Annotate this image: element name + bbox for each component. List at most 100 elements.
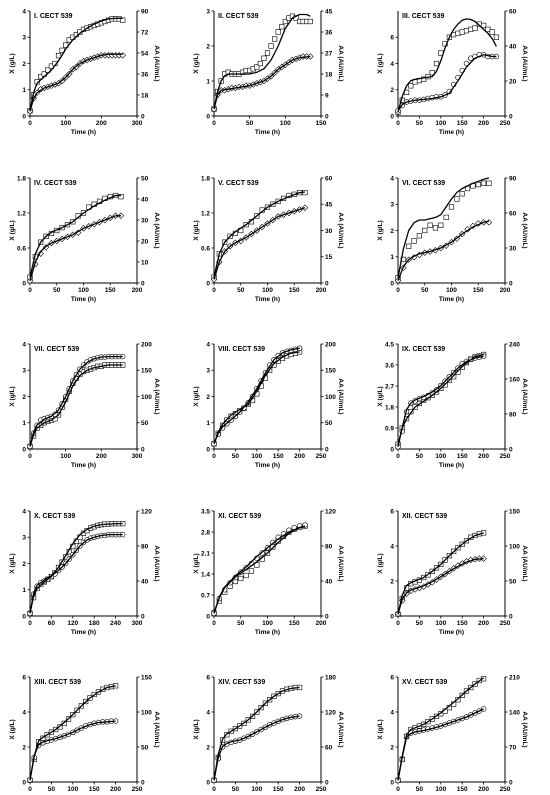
x-tick-label: 150 (457, 620, 468, 627)
model-fit-line (213, 715, 300, 781)
data-point-square (120, 17, 126, 23)
x-axis-label: Time (h) (439, 296, 464, 303)
y-tick-label-right: 50 (141, 175, 149, 182)
x-tick-label: 50 (246, 120, 254, 127)
x-tick-label: 50 (237, 620, 245, 627)
x-tick-label: 100 (435, 120, 446, 127)
data-point-square (443, 214, 449, 220)
y-tick-label-right: 180 (325, 674, 336, 681)
y-tick-label-right: 40 (509, 43, 517, 50)
y-tick-label-left: 6 (22, 674, 26, 681)
x-tick-label: 180 (89, 620, 100, 627)
model-fit-line (29, 364, 123, 447)
y-tick-label-right: 20 (141, 238, 149, 245)
y-tick-label-right: 100 (509, 543, 520, 550)
y-tick-label-right: 0 (141, 280, 145, 287)
y-tick-label-left: 2 (22, 394, 26, 401)
model-fit-line (213, 526, 305, 614)
y-axis-label-right: AA (AU/mL) (521, 45, 528, 81)
x-tick-label: 150 (89, 786, 100, 793)
y-tick-label-right: 0 (509, 613, 513, 620)
y-tick-label-right: 90 (509, 175, 517, 182)
data-point-square (264, 50, 271, 56)
y-tick-label-left: 2 (390, 87, 394, 94)
chart-title: VI. CECT 539 (402, 180, 445, 187)
y-tick-label-right: 45 (325, 8, 333, 15)
data-point-diamond (301, 204, 309, 211)
data-point-square (254, 64, 260, 70)
data-point-square (433, 60, 440, 67)
y-axis-label-right: AA (AU/mL) (337, 212, 344, 248)
data-point-diamond (410, 254, 418, 261)
x-tick-label: 150 (289, 620, 300, 627)
model-fit-line (29, 215, 121, 282)
y-axis-label-left: X (g/L) (193, 220, 200, 240)
chart-title: V. CECT 539 (218, 180, 259, 187)
x-tick-label: 200 (110, 786, 121, 793)
y-tick-label-right: 150 (509, 508, 520, 515)
x-tick-label: 300 (132, 120, 143, 127)
y-tick-label-right: 50 (325, 420, 333, 427)
y-tick-label-right: 50 (509, 578, 517, 585)
y-tick-label-left: 2 (390, 744, 394, 751)
x-axis-label: Time (h) (439, 462, 464, 469)
data-point-square (485, 26, 491, 32)
model-fit-line (213, 207, 306, 280)
model-fit-line (397, 355, 484, 447)
y-axis-label-left: X (g/L) (193, 719, 200, 739)
y-axis-label-left: X (g/L) (193, 53, 200, 73)
y-tick-label-right: 150 (141, 674, 152, 681)
data-point-diamond (464, 226, 471, 233)
chart-title: II. CECT 539 (218, 13, 259, 20)
x-tick-label: 0 (396, 620, 400, 627)
y-tick-label-right: 15 (325, 254, 333, 261)
y-axis-label-left: X (g/L) (377, 53, 384, 73)
y-tick-label-right: 150 (325, 368, 336, 375)
model-fit-line (397, 220, 490, 281)
y-tick-label-right: 60 (509, 210, 517, 217)
x-tick-label: 200 (96, 120, 107, 127)
y-axis-label-right: AA (AU/mL) (153, 545, 160, 581)
x-tick-label: 60 (48, 620, 56, 627)
y-tick-label-left: 0 (22, 280, 26, 287)
x-tick-label: 0 (28, 453, 32, 460)
data-point-square (411, 238, 417, 244)
x-tick-label: 200 (132, 287, 143, 294)
x-tick-label: 100 (262, 620, 273, 627)
x-tick-label: 100 (435, 786, 446, 793)
y-tick-label-left: 4 (390, 175, 394, 182)
y-tick-label-left: 2 (390, 578, 394, 585)
y-axis-label-left: X (g/L) (9, 719, 16, 739)
y-axis-label-right: AA (AU/mL) (521, 545, 528, 581)
data-point-square (480, 530, 487, 536)
y-tick-label-right: 36 (141, 71, 149, 78)
y-tick-label-right: 20 (509, 78, 517, 85)
y-tick-label-right: 240 (509, 341, 520, 348)
data-point-square (472, 25, 478, 31)
model-fit-line (29, 53, 123, 112)
y-tick-label-left: 6 (390, 508, 394, 515)
y-tick-label-right: 150 (141, 368, 152, 375)
y-tick-label-left: 0 (22, 446, 26, 453)
x-tick-label: 200 (478, 120, 489, 127)
y-tick-label-right: 40 (325, 578, 333, 585)
x-axis-label: Time (h) (439, 129, 464, 136)
data-point-square (406, 243, 412, 249)
data-point-square (468, 26, 474, 32)
y-tick-label-left: 1.8 (385, 404, 394, 411)
x-tick-label: 150 (457, 453, 468, 460)
y-tick-label-left: 4 (390, 709, 394, 716)
model-fit-line (29, 194, 121, 278)
y-tick-label-left: 1 (206, 78, 210, 85)
x-tick-label: 150 (105, 287, 116, 294)
y-tick-label-left: 1 (22, 87, 26, 94)
x-tick-label: 200 (316, 287, 327, 294)
x-tick-label: 250 (132, 786, 143, 793)
x-axis-label: Time (h) (71, 629, 96, 636)
x-axis-label: Time (h) (71, 129, 96, 136)
